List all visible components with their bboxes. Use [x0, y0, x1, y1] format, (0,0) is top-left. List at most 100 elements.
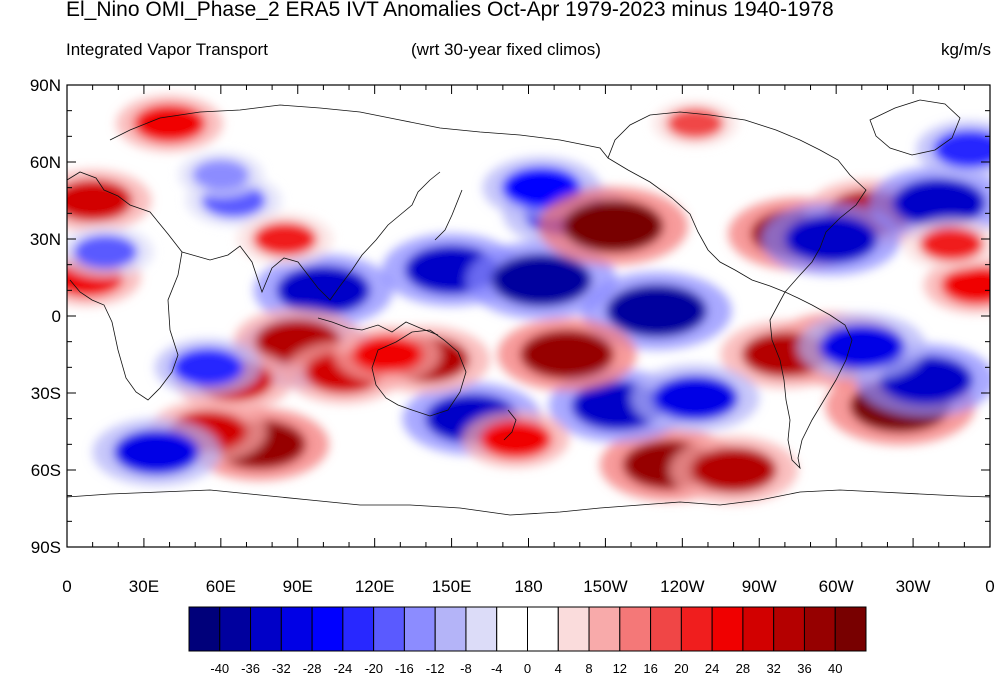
- colorbar-label: -16: [395, 661, 414, 676]
- coastline-asia-north: [109, 104, 609, 159]
- lon-label: 180: [514, 577, 542, 596]
- ivt-anomaly-field: [67, 95, 990, 504]
- map-ticks: [66, 84, 991, 548]
- coastline-japan: [434, 189, 463, 241]
- coastline-greenland: [869, 99, 961, 156]
- lon-label: 30E: [129, 577, 159, 596]
- coastline-south-america: [769, 291, 853, 470]
- anomaly-blob: [690, 447, 777, 493]
- colorbar-label: -12: [426, 661, 445, 676]
- colorbar-labels: -40 -36 -32 -28 -24 -20 -16 -12 -8 -4 0 4 8 12 16 20 24 2…: [210, 661, 842, 676]
- colorbar-swatch: [834, 606, 867, 652]
- anomaly-blob: [192, 159, 250, 191]
- anomaly-blob: [276, 266, 370, 315]
- longitude-axis: 0 30E 60E 90E 120E 150E 180 150W 120W 90W 60W 30W 0: [62, 577, 994, 596]
- variable-name: Integrated Vapor Transport: [66, 40, 268, 59]
- lon-label: 0: [62, 577, 71, 596]
- colorbar-swatch: [403, 606, 436, 652]
- colorbar: -40 -36 -32 -28 -24 -20 -16 -12 -8 -4 0 4 8 12 16 20 24 2…: [188, 606, 867, 676]
- colorbar-swatch: [342, 606, 375, 652]
- anomaly-blob: [784, 214, 878, 264]
- lon-label: 30W: [896, 577, 931, 596]
- colorbar-swatch: [619, 606, 652, 652]
- lat-label: 60N: [30, 153, 61, 172]
- colorbar-label: -20: [364, 661, 383, 676]
- coastline-maritime-continent: [317, 317, 439, 336]
- lat-label: 0: [52, 307, 61, 326]
- anomaly-blob: [520, 330, 614, 379]
- lon-label: 60W: [819, 577, 854, 596]
- colorbar-label: -32: [272, 661, 291, 676]
- colorbar-swatch: [527, 606, 559, 652]
- lon-label: 150E: [432, 577, 472, 596]
- colorbar-label: 0: [524, 661, 531, 676]
- lat-label: 30N: [30, 230, 61, 249]
- lon-label: 90W: [742, 577, 777, 596]
- anomaly-blob: [652, 375, 738, 421]
- lon-label: 90E: [283, 577, 313, 596]
- colorbar-swatch: [803, 606, 836, 652]
- coastline-africa-eurasia: [67, 171, 183, 401]
- colorbar-label: 36: [797, 661, 811, 676]
- lon-label: 150W: [583, 577, 627, 596]
- lat-label: 30S: [31, 384, 61, 403]
- colorbar-label: -8: [460, 661, 472, 676]
- colorbar-boxes: [188, 606, 867, 652]
- anomaly-blob: [172, 348, 244, 387]
- anomaly-blob: [73, 234, 138, 269]
- anomaly-blob: [133, 104, 206, 143]
- colorbar-label: -40: [210, 661, 229, 676]
- climatology-note: (wrt 30-year fixed climos): [411, 40, 601, 59]
- anomaly-blob: [941, 266, 990, 304]
- colorbar-swatch: [496, 606, 528, 652]
- colorbar-swatch: [311, 606, 344, 652]
- anomaly-blob: [480, 420, 552, 459]
- anomaly-blob: [606, 284, 707, 337]
- colorbar-swatch: [280, 606, 313, 652]
- colorbar-swatch: [219, 606, 252, 652]
- colorbar-swatch: [711, 606, 744, 652]
- anomaly-blob: [563, 200, 664, 253]
- anomaly-blob: [819, 324, 905, 370]
- lon-label: 60E: [206, 577, 236, 596]
- colorbar-label: 12: [613, 661, 627, 676]
- colorbar-swatch: [680, 606, 713, 652]
- lon-label: 120E: [355, 577, 395, 596]
- colorbar-swatch: [650, 606, 682, 652]
- lat-label: 90N: [30, 76, 61, 95]
- coastline-antarctica: [67, 489, 990, 516]
- anomaly-blob: [252, 222, 317, 256]
- colorbar-swatch: [188, 606, 221, 652]
- colorbar-swatch: [557, 606, 590, 652]
- lat-label: 90S: [31, 538, 61, 557]
- anomaly-blob: [113, 429, 200, 475]
- anomaly-blob: [502, 167, 581, 209]
- coastline-new-zealand: [503, 409, 517, 441]
- colorbar-swatch: [773, 606, 805, 652]
- colorbar-label: -28: [303, 661, 322, 676]
- colorbar-swatch: [250, 606, 282, 652]
- colorbar-label: -4: [491, 661, 503, 676]
- colorbar-label: 32: [766, 661, 780, 676]
- colorbar-label: 40: [828, 661, 842, 676]
- colorbar-label: -36: [241, 661, 260, 676]
- lon-label: 0: [985, 577, 994, 596]
- coastline-north-america: [607, 111, 867, 293]
- colorbar-swatch: [465, 606, 498, 652]
- lat-label: 60S: [31, 461, 61, 480]
- anomaly-blob: [933, 130, 990, 168]
- colorbar-label: 4: [555, 661, 562, 676]
- colorbar-label: 24: [705, 661, 719, 676]
- latitude-axis: 90N 60N 30N 0 30S 60S 90S: [30, 76, 61, 557]
- coastline-asia-south: [181, 171, 441, 301]
- colorbar-label: -24: [333, 661, 352, 676]
- colorbar-label: 8: [585, 661, 592, 676]
- colorbar-label: 20: [674, 661, 688, 676]
- anomaly-blob: [919, 227, 984, 262]
- anomaly-blob: [351, 335, 424, 374]
- colorbar-swatch: [588, 606, 621, 652]
- map-title: El_Nino OMI_Phase_2 ERA5 IVT Anomalies O…: [66, 0, 834, 21]
- units-label: kg/m/s: [940, 40, 991, 59]
- coastlines: [67, 99, 990, 516]
- lon-label: 120W: [660, 577, 704, 596]
